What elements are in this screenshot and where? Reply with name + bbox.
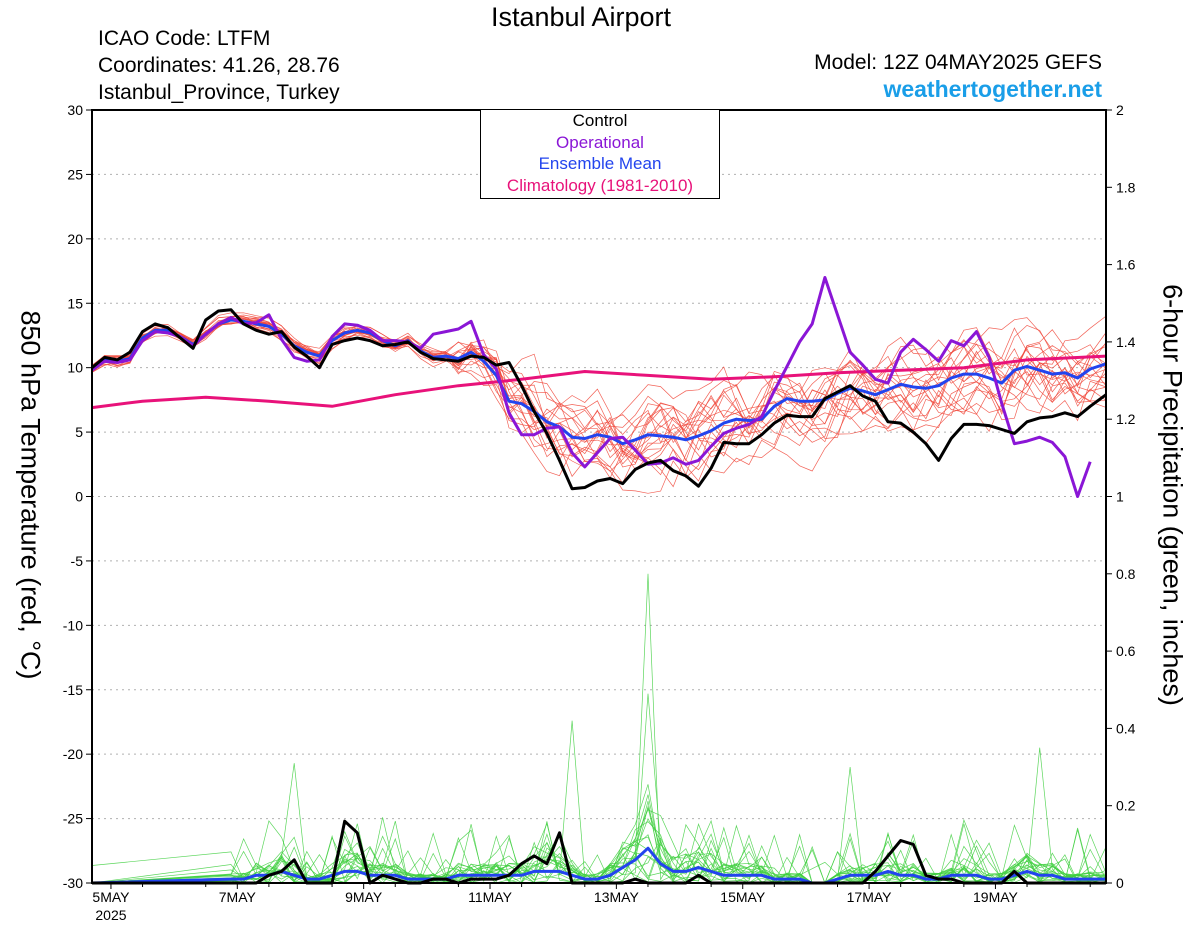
ensemble-member-temp (91, 314, 1107, 468)
y-tick-label-right: 0.2 (1116, 798, 1136, 814)
ensemble-member-temp (91, 320, 1107, 474)
y-tick-label-left: 30 (67, 102, 83, 118)
x-year-label: 2025 (95, 907, 126, 923)
series-mean-precip-line (91, 846, 1106, 885)
icao-code: ICAO Code: LTFM (98, 27, 271, 50)
y-tick-label-left: -25 (63, 811, 83, 827)
y-axis-label-right: 6-hour Precipitation (green, inches) (1157, 284, 1188, 706)
y-tick-label-right: 1.8 (1116, 179, 1136, 195)
y-tick-label-right: 1.6 (1116, 257, 1136, 273)
ensemble-members-temperature (91, 312, 1107, 494)
y-tick-label-left: -30 (63, 875, 83, 891)
x-tick-label: 9MAY (345, 889, 383, 905)
coordinates: Coordinates: 41.26, 28.76 (98, 54, 340, 77)
x-tick-label: 19MAY (973, 889, 1019, 905)
y-tick-label-left: 5 (75, 424, 83, 440)
series-operational-temp-line (91, 276, 1092, 498)
ensemble-member-temp (91, 318, 1107, 461)
x-tick-label: 7MAY (219, 889, 257, 905)
series-mean-temp-line (91, 318, 1107, 446)
x-tick-label: 13MAY (594, 889, 640, 905)
series-lines (91, 276, 1107, 885)
ensemble-member-precip (91, 763, 1107, 884)
ensemble-member-temp (91, 316, 1107, 484)
x-tick-label: 15MAY (720, 889, 766, 905)
legend-item-operational: Operational (556, 132, 644, 152)
axis-ticks: 302520151050-5-10-15-20-25-3021.81.61.41… (63, 102, 1136, 923)
y-tick-label-right: 1 (1116, 489, 1124, 505)
ensemble-member-precip (91, 747, 1107, 884)
ensemble-member-temp (91, 312, 1107, 459)
y-tick-label-left: -20 (63, 746, 83, 762)
ensemble-member-precip (91, 784, 1107, 884)
model-run: Model: 12Z 04MAY2025 GEFS (814, 51, 1102, 74)
y-tick-label-left: -5 (71, 553, 84, 569)
ensemble-member-temp (91, 321, 1107, 488)
chart-title: Istanbul Airport (490, 2, 672, 32)
y-tick-label-left: -15 (63, 682, 83, 698)
y-tick-label-right: 0 (1116, 875, 1124, 891)
legend-item-ensemble-mean: Ensemble Mean (538, 154, 662, 173)
legend-item-control: Control (572, 111, 628, 130)
legend: Control Operational Ensemble Mean Climat… (480, 109, 720, 199)
plot-frame (91, 109, 1107, 884)
y-axis-label-left: 850 hPa Temperature (red, °C) (15, 310, 46, 680)
x-tick-label: 5MAY (92, 889, 130, 905)
x-tick-label: 17MAY (847, 889, 893, 905)
y-tick-label-right: 0.4 (1116, 720, 1136, 736)
ensemble-member-precip (91, 573, 1107, 884)
ensemble-member-temp (91, 318, 1107, 476)
legend-item-climatology: Climatology (1981-2010) (506, 175, 694, 195)
y-tick-label-left: 25 (67, 166, 83, 182)
ensemble-members-precipitation (91, 573, 1107, 884)
y-tick-label-left: 15 (67, 295, 83, 311)
series-climatology-line (91, 354, 1107, 410)
y-tick-label-left: -10 (63, 617, 83, 633)
y-tick-label-right: 0.8 (1116, 566, 1136, 582)
province-country: Istanbul_Province, Turkey (98, 81, 340, 104)
ensemble-member-temp (91, 315, 1107, 465)
ensemble-member-temp (91, 320, 1107, 477)
y-tick-label-right: 1.2 (1116, 411, 1136, 427)
y-tick-label-left: 0 (75, 489, 83, 505)
y-tick-label-right: 2 (1116, 102, 1124, 118)
series-control-temp-line (91, 308, 1107, 491)
ensemble-member-precip (91, 693, 1107, 884)
y-tick-label-right: 0.6 (1116, 643, 1136, 659)
ensemble-member-temp (91, 318, 1107, 451)
site-credit: weathertogether.net (883, 76, 1102, 102)
y-tick-label-left: 20 (67, 231, 83, 247)
y-tick-label-left: 10 (67, 360, 83, 376)
grid-lines (92, 173, 1106, 820)
x-tick-label: 11MAY (468, 889, 512, 905)
y-tick-label-right: 1.4 (1116, 334, 1136, 350)
